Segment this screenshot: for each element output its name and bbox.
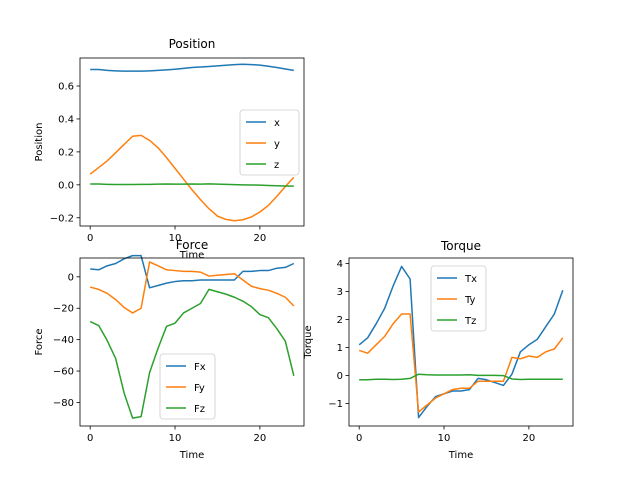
torque-series-tx: [358, 265, 564, 419]
position-legend-label-y: y: [274, 139, 280, 150]
position-xtick-label: 20: [254, 233, 267, 244]
position-xlabel: Time: [179, 250, 204, 261]
position-title: Position: [169, 37, 216, 51]
torque-title: Torque: [440, 239, 481, 253]
torque-legend-label-tz: Tz: [464, 316, 476, 327]
force-ytick-label: −20: [53, 304, 74, 315]
force-legend-label-fx: Fx: [194, 362, 206, 373]
torque-axes-frame: [348, 257, 574, 427]
position-xtick-label: 10: [169, 233, 182, 244]
force-legend-label-fz: Fz: [194, 404, 205, 415]
position-legend-label-z: z: [274, 160, 279, 171]
force-xtick-label: 10: [169, 433, 182, 444]
position-series-y: [89, 134, 295, 222]
position-legend-box: [239, 109, 300, 176]
position-ytick-label: 0.4: [58, 114, 74, 125]
torque-ytick-label: 4: [337, 259, 343, 270]
force-panel: 0 10 20 −80 −60 −40 −20 0 Time Force Fx Fy Fz For…: [34, 238, 305, 461]
force-ytick-label: −40: [53, 335, 74, 346]
position-ytick-label: 0.0: [58, 180, 74, 191]
force-series-fz: [89, 288, 295, 419]
torque-series-ty: [358, 313, 564, 413]
position-series-z: [90, 183, 294, 187]
position-xtick-label: 0: [87, 233, 93, 244]
force-xtick-label: 20: [254, 433, 267, 444]
torque-panel: 0 10 20 −1 0 1 2 3 4 Time Torque Tx Ty Tz Torque: [303, 239, 574, 461]
torque-legend-label-ty: Ty: [464, 295, 476, 306]
torque-ylabel: Torque: [303, 325, 314, 359]
force-series-fy: [89, 261, 295, 314]
torque-xtick-label: 20: [523, 433, 536, 444]
force-series-fx: [90, 254, 295, 289]
torque-ytick-label: 3: [337, 287, 343, 298]
force-legend-box: [159, 353, 216, 420]
position-ylabel: Position: [34, 123, 45, 162]
position-ytick-label: 0.6: [58, 82, 74, 93]
torque-series-tz: [359, 373, 563, 381]
force-axes-frame: [79, 257, 305, 427]
force-title: Force: [176, 238, 208, 252]
torque-xtick-label: 10: [438, 433, 451, 444]
force-legend-label-fy: Fy: [194, 383, 205, 394]
force-xlabel: Time: [179, 450, 204, 461]
position-legend-label-x: x: [274, 118, 280, 129]
torque-legend-label-tx: Tx: [464, 274, 477, 285]
position-axes-frame: [79, 57, 305, 227]
torque-xtick-label: 0: [356, 433, 362, 444]
force-ytick-label: 0: [68, 272, 74, 283]
position-ytick-label: −0.2: [50, 213, 74, 224]
position-panel: 0 10 20 −0.2 0.0 0.2 0.4 0.6 Position Time Posi…: [34, 37, 305, 261]
force-legend: Fx Fy Fz: [159, 353, 216, 420]
torque-legend-box: [430, 265, 487, 332]
position-legend: xyz: [239, 109, 300, 176]
torque-ytick-label: −1: [328, 399, 343, 410]
position-ytick-label: 0.2: [58, 147, 74, 158]
torque-legend: Tx Ty Tz: [430, 265, 487, 332]
force-ytick-label: −80: [53, 398, 74, 409]
force-ytick-label: −60: [53, 367, 74, 378]
torque-ytick-label: 0: [337, 371, 343, 382]
torque-ytick-label: 2: [337, 315, 343, 326]
force-ylabel: Force: [34, 328, 45, 355]
position-series-x: [90, 63, 294, 72]
force-xtick-label: 0: [87, 433, 93, 444]
torque-ytick-label: 1: [337, 343, 343, 354]
torque-xlabel: Time: [448, 450, 473, 461]
